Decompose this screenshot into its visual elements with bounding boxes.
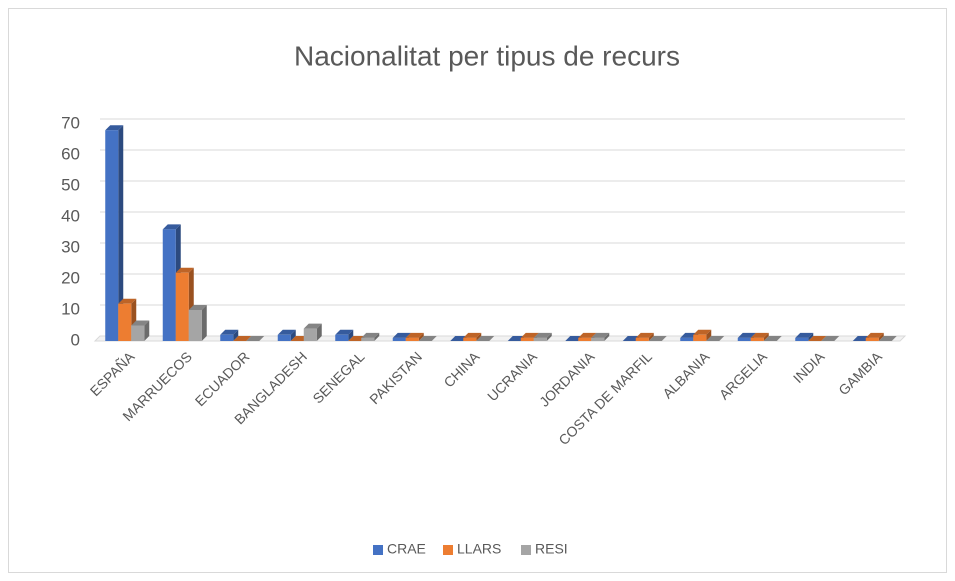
bar [131,325,145,341]
bar-side [374,332,380,341]
chart-border [8,8,947,573]
legend-item: CRAE [373,541,426,557]
bar-top [361,332,380,338]
bar [865,337,879,341]
y-tick-label: 20 [61,268,80,287]
bar-top [533,332,552,338]
bar [335,334,349,341]
legend-label: LLARS [457,541,501,557]
y-tick-label: 50 [61,175,80,194]
bar-top [520,332,539,338]
bar-side [348,329,354,341]
bar-top [795,332,814,338]
legend-label: RESI [535,541,568,557]
bar-side [118,125,124,341]
bar-top [418,336,437,341]
y-tick-label: 60 [61,144,80,163]
bar [303,328,317,341]
bar [277,334,291,341]
bar [175,272,189,341]
bar-top [303,323,322,329]
bar-top [175,267,194,273]
bar-side [418,332,424,341]
bar-top [233,336,252,341]
bar-side [763,332,769,341]
bar-top [220,329,239,335]
bar-top [648,336,667,341]
bar-top [693,329,712,335]
bar [220,334,234,341]
bar-top [118,298,137,304]
bar-side [878,332,884,341]
bar-top [706,336,725,341]
bar [162,229,176,341]
bar [463,337,477,341]
bar [591,337,605,341]
bar-top [808,336,827,341]
bar-top [131,320,150,326]
bar-top [750,332,769,338]
legend-label: CRAE [387,541,426,557]
legend-swatch [521,545,531,555]
bar [693,334,707,341]
y-tick-label: 0 [71,330,80,349]
bar-top [821,336,840,341]
bar-side [706,329,712,341]
bar-top [578,332,597,338]
bar [533,337,547,341]
bar-side [144,320,150,341]
bar-top [476,336,495,341]
legend-swatch [373,545,383,555]
bar-side [290,329,296,341]
bar-top [737,332,756,338]
legend-item: LLARS [443,541,501,557]
bar [520,337,534,341]
bar-top [635,332,654,338]
bar-top [591,332,610,338]
bar [795,337,809,341]
y-tick-label: 70 [61,113,80,132]
bar [118,303,132,341]
bar [405,337,419,341]
bar-top [878,336,897,341]
bar-side [808,332,814,341]
bar [105,130,119,341]
bar [361,337,375,341]
floor [93,335,907,342]
bar-side [546,332,552,341]
bar [188,310,202,341]
bar-side [604,332,610,341]
bar-side [233,329,239,341]
bar-top [246,336,265,341]
legend-swatch [443,545,453,555]
bar [392,337,406,341]
bar [578,337,592,341]
bar-top [162,224,181,230]
y-tick-label: 40 [61,206,80,225]
bar-side [201,305,207,341]
bar-top [188,305,207,310]
bar-top [105,125,124,131]
chart-title: Nacionalitat per tipus de recurs [294,40,680,71]
bar-top [335,329,354,335]
bar-top [463,332,482,338]
bar-top [405,332,424,338]
bar-top [277,329,296,335]
y-tick-label: 30 [61,237,80,256]
bar-side [648,332,654,341]
y-tick-label: 10 [61,299,80,318]
legend-item: RESI [521,541,568,557]
bar-side [476,332,482,341]
bar [635,337,649,341]
bar [680,337,694,341]
bar [737,337,751,341]
bar-side [316,323,322,341]
bar-top [763,336,782,341]
bar-top [865,332,884,338]
bar [750,337,764,341]
bar-top [392,332,411,338]
